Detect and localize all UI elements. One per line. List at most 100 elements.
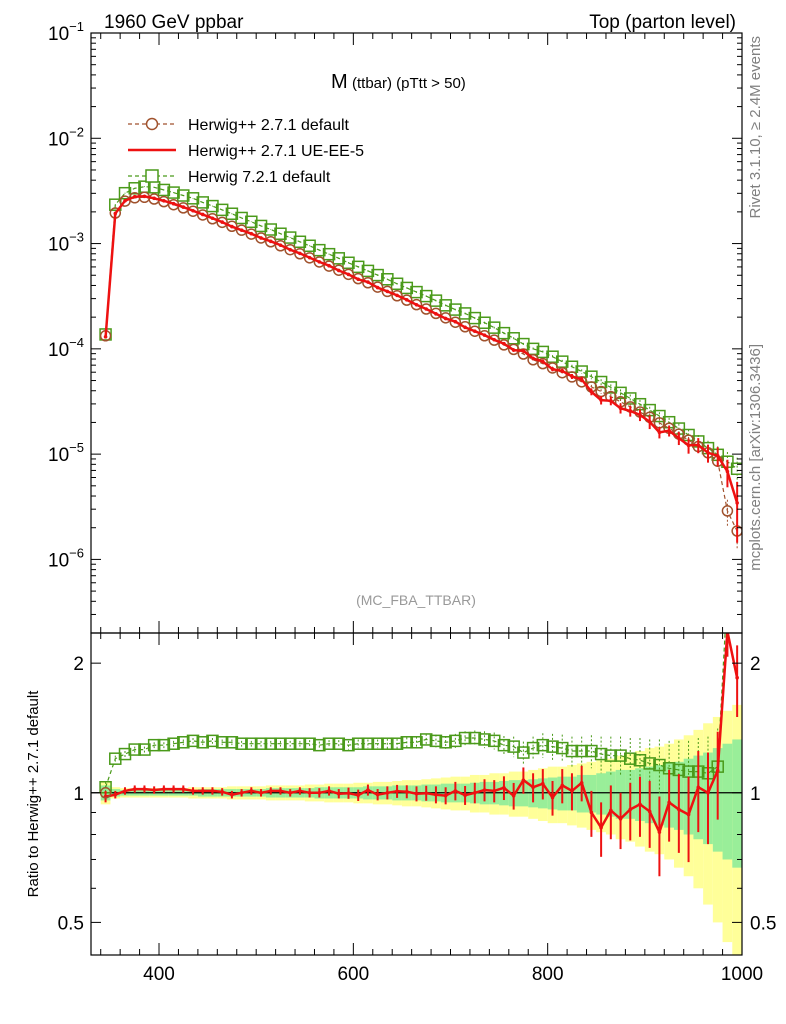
data-point — [288, 247, 292, 252]
ratio-point — [109, 752, 122, 765]
main-series-group — [99, 180, 742, 549]
ratio-y-tick-label: 1 — [73, 784, 84, 805]
rivet-label: Rivet 3.1.10, ≥ 2.4M events — [747, 36, 764, 219]
ratio-point — [424, 791, 429, 795]
ratio-point — [449, 734, 462, 748]
data-point — [152, 196, 156, 201]
x-tick-label: 800 — [532, 964, 564, 985]
data-point — [332, 252, 346, 265]
ratio-point — [342, 738, 355, 752]
data-point — [327, 263, 331, 268]
data-point — [119, 195, 131, 207]
x-tick-label: 400 — [143, 964, 175, 985]
data-point — [546, 362, 559, 374]
ratio-point — [293, 737, 307, 750]
data-point — [657, 430, 662, 435]
data-point — [322, 247, 336, 261]
data-point — [249, 231, 254, 236]
main-axes: 10−1 10−2 10−3 10−4 10−5 10−6 — [48, 19, 743, 634]
ratio-point — [647, 809, 652, 814]
ratio-line-2 — [105, 633, 726, 788]
data-point — [381, 285, 394, 298]
ratio-point — [152, 788, 156, 792]
data-point — [391, 290, 403, 302]
legend-label-series-3: Herwig 7.2.1 default — [188, 169, 331, 186]
ratio-point — [245, 737, 258, 750]
ratio-point — [196, 736, 209, 749]
ratio-series-group — [91, 633, 742, 955]
data-point — [362, 277, 374, 289]
ratio-point — [404, 789, 409, 794]
data-point — [560, 369, 565, 373]
ratio-point — [643, 757, 656, 770]
ratio-point — [472, 790, 477, 795]
data-point — [730, 462, 742, 476]
ratio-point — [492, 789, 497, 793]
ratio-ylabel: Ratio to Herwig++ 2.7.1 default — [25, 690, 42, 898]
data-point — [235, 211, 248, 225]
data-point — [492, 337, 497, 342]
data-point — [449, 316, 462, 328]
data-point — [647, 419, 652, 424]
ratio-point — [410, 736, 423, 749]
ratio-point — [604, 749, 618, 762]
ratio-point — [521, 778, 526, 782]
y-tick-label: 10−3 — [48, 230, 84, 256]
data-point — [264, 223, 278, 236]
y-tick-label: 10−4 — [48, 335, 84, 361]
data-point — [439, 299, 452, 312]
ratio-point — [186, 734, 200, 748]
band-green — [654, 765, 665, 826]
data-point — [618, 406, 623, 411]
ratio-point — [254, 737, 268, 750]
data-point — [225, 207, 239, 220]
ratio-point — [157, 738, 171, 752]
ratio-point — [502, 785, 506, 790]
data-point — [395, 293, 399, 298]
data-point — [346, 272, 351, 277]
data-point — [307, 255, 312, 260]
ratio-point — [463, 793, 467, 798]
data-point — [570, 374, 574, 379]
ratio-point — [541, 781, 545, 786]
ratio-point — [346, 791, 351, 795]
ratio-point — [570, 789, 574, 793]
data-point — [410, 298, 423, 311]
ratio-point — [206, 734, 219, 748]
data-point — [706, 450, 710, 455]
data-point — [589, 389, 594, 394]
legend-label-series-2: Herwig++ 2.7.1 UE-EE-5 — [188, 143, 364, 160]
data-point — [531, 356, 535, 361]
data-point — [410, 285, 423, 299]
header-left: 1960 GeV ppbar — [104, 12, 244, 33]
data-point — [686, 443, 691, 448]
ratio-point — [624, 752, 637, 765]
ratio-point — [715, 768, 720, 773]
data-point — [352, 272, 364, 285]
ratio-point — [453, 789, 458, 793]
data-point — [187, 205, 199, 217]
ratio-point — [560, 783, 565, 788]
data-point — [294, 248, 306, 260]
ratio-point — [628, 807, 633, 812]
x-tick-label: 1000 — [721, 964, 763, 985]
data-point — [167, 186, 180, 199]
ratio-point — [696, 785, 701, 790]
ratio-point — [531, 785, 535, 790]
data-point — [366, 280, 370, 284]
data-point — [420, 303, 432, 315]
ratio-point — [589, 810, 594, 815]
data-point — [293, 235, 307, 249]
data-point — [595, 385, 607, 398]
ratio-point — [375, 792, 380, 797]
data-point — [284, 243, 296, 256]
ratio-point — [565, 744, 579, 758]
data-point — [638, 413, 642, 417]
ratio-plot-area — [91, 633, 742, 955]
data-point — [235, 224, 248, 236]
data-point — [400, 281, 414, 295]
data-point — [128, 182, 141, 195]
ratio-frame — [90, 632, 743, 956]
ratio-point — [132, 787, 137, 791]
